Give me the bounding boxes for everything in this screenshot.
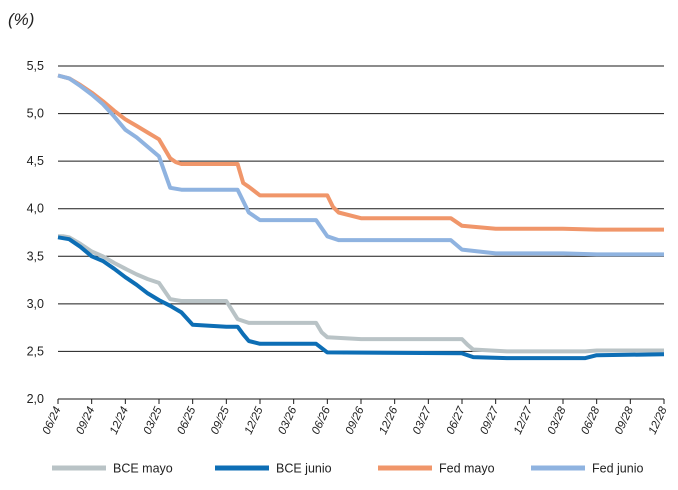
y-tick-label: 5,5	[27, 59, 44, 73]
x-tick-label: 12/27	[512, 405, 535, 437]
legend: BCE mayo BCE junio Fed mayo Fed junio	[52, 462, 643, 476]
series-line-1	[57, 235, 665, 361]
y-axis: 2,0 2,5 3,0 3,5 4,0 4,5 5,0 5,5	[27, 59, 44, 406]
series-line-3	[57, 73, 664, 257]
series-line-2	[57, 73, 664, 232]
x-tick-label: 12/25	[243, 405, 266, 437]
legend-item: Fed junio	[531, 462, 643, 476]
y-tick-label: 2,5	[27, 344, 44, 358]
y-tick-label: 5,0	[27, 107, 44, 121]
x-tick-label: 03/25	[142, 405, 165, 437]
x-tick-label: 09/27	[478, 405, 501, 437]
x-tick-label: 06/27	[445, 405, 468, 437]
legend-item: BCE junio	[215, 462, 332, 476]
series-line-0	[58, 234, 664, 354]
x-tick-label: 12/28	[647, 405, 670, 437]
x-tick-label: 03/28	[546, 405, 569, 437]
legend-label: BCE mayo	[113, 462, 173, 476]
x-tick-label: 12/24	[108, 405, 131, 436]
x-tick-label: 09/26	[344, 405, 367, 437]
x-tick-label: 12/26	[377, 405, 400, 437]
legend-item: Fed mayo	[378, 462, 495, 476]
x-tick-label: 06/25	[175, 405, 198, 437]
x-tick-label: 06/28	[579, 405, 602, 437]
x-tick-label: 09/28	[613, 405, 636, 437]
grid-layer	[58, 65, 664, 400]
unit-label: (%)	[8, 10, 34, 29]
x-tick-label: 06/24	[41, 405, 64, 436]
x-tick-label: 09/25	[209, 405, 232, 437]
y-tick-label: 3,5	[27, 249, 44, 263]
x-axis: 06/24 09/24 12/24 03/25 06/25 09/25 12/25 03/26…	[41, 399, 670, 436]
legend-item: BCE mayo	[52, 462, 173, 476]
series-layer	[57, 73, 665, 361]
y-tick-label: 2,0	[27, 392, 44, 406]
x-tick-label: 03/26	[276, 405, 299, 437]
legend-label: BCE junio	[276, 462, 332, 476]
x-tick-label: 06/26	[310, 405, 333, 437]
x-tick-label: 03/27	[411, 405, 434, 437]
y-tick-label: 4,5	[27, 154, 44, 168]
legend-label: Fed mayo	[439, 462, 495, 476]
x-tick-label: 09/24	[74, 405, 97, 436]
y-tick-label: 3,0	[27, 297, 44, 311]
legend-label: Fed junio	[592, 462, 643, 476]
y-tick-label: 4,0	[27, 202, 44, 216]
